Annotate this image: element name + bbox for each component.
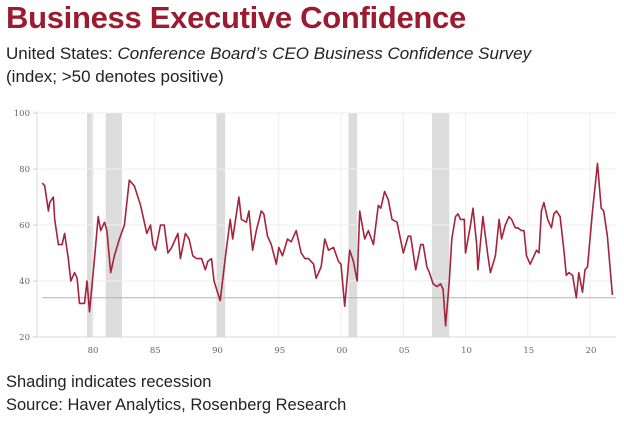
y-tick-label: 60: [19, 221, 30, 231]
tick-labels: 20 40 60 80 100 80 85 90 95 00 05 10 15 20: [14, 109, 597, 356]
x-tick-label: 05: [399, 346, 410, 356]
source-note: Source: Haver Analytics, Rosenberg Resea…: [6, 396, 347, 414]
y-tick-label: 80: [19, 165, 30, 175]
y-tick-label: 40: [19, 277, 30, 287]
axes: [36, 111, 616, 338]
series-line: [41, 162, 614, 327]
chart-title: Business Executive Confidence: [6, 0, 466, 35]
x-tick-label: 15: [523, 346, 534, 356]
line-chart: 20 40 60 80 100 80 85 90 95 00 05 10 15 20: [14, 109, 616, 356]
subtitle-survey-name: Conference Board’s CEO Business Confiden…: [117, 44, 532, 63]
x-tick-label: 80: [88, 346, 99, 356]
recession-note: Shading indicates recession: [6, 373, 212, 391]
x-tick-label: 95: [274, 346, 285, 356]
subtitle-prefix: United States:: [6, 44, 118, 63]
x-tick-label: 00: [337, 346, 348, 356]
chart-units: (index; >50 denotes positive): [6, 67, 224, 86]
y-tick-label: 100: [14, 109, 30, 119]
x-tick-label: 20: [586, 346, 597, 356]
x-tick-label: 90: [212, 346, 223, 356]
x-tick-label: 10: [461, 346, 472, 356]
series-group: [41, 162, 614, 327]
y-tick-label: 20: [19, 333, 30, 343]
chart-subtitle: United States: Conference Board’s CEO Bu…: [6, 44, 531, 64]
x-tick-label: 85: [150, 346, 161, 356]
